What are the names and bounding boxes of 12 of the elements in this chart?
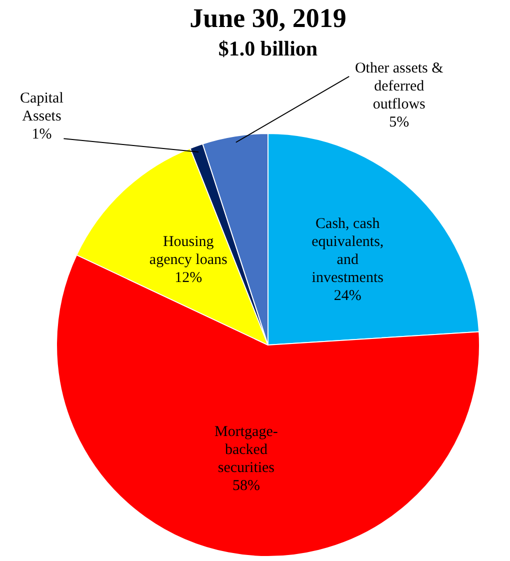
data-label: 12% bbox=[174, 270, 202, 286]
chart-title: June 30, 2019 bbox=[190, 2, 346, 33]
slice-label: Other assets & deferred outflows bbox=[354, 60, 444, 112]
data-label: 5% bbox=[389, 114, 410, 130]
chart-subtitle: $1.0 billion bbox=[218, 36, 318, 60]
data-label: 1% bbox=[32, 126, 52, 143]
slice-label: Housing agency loans bbox=[149, 234, 228, 268]
slice-label: Cash, cash equivalents, and investments bbox=[312, 216, 384, 286]
data-label: 24% bbox=[334, 288, 362, 304]
slice-label: Capital Assets bbox=[20, 90, 64, 125]
slice-label: Mortgage-backed securities bbox=[214, 424, 278, 476]
data-label: 58% bbox=[232, 478, 260, 494]
